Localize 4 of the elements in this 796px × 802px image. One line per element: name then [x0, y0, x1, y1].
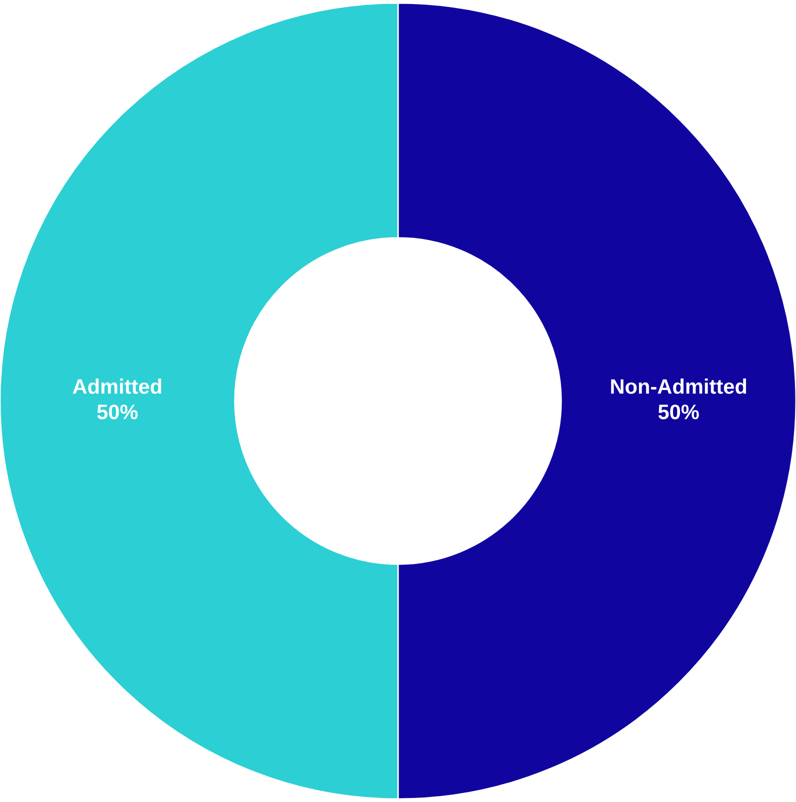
data-label: 50%	[658, 404, 699, 420]
slice-label: Admitted	[72, 378, 162, 394]
data-label: 50%	[97, 404, 138, 420]
slice-label: Non-Admitted	[611, 378, 746, 394]
